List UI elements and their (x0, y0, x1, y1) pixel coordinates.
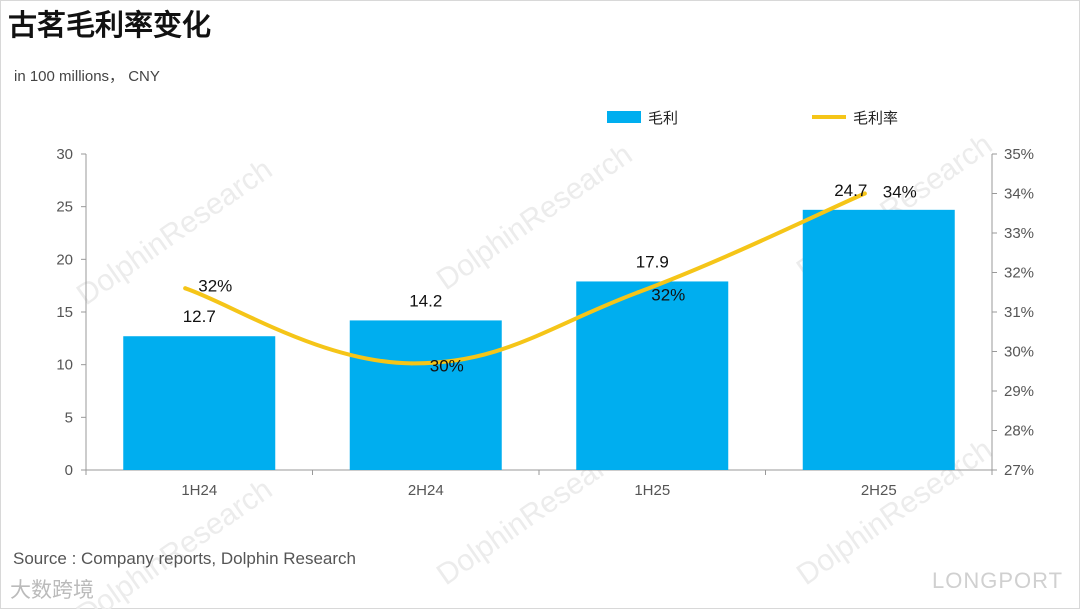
left-tick-label: 25 (56, 199, 73, 216)
x-tick-label: 1H25 (634, 482, 670, 499)
footer-right-brand: LONGPORT (932, 568, 1064, 593)
unit-note: in 100 millions， CNY (14, 68, 160, 85)
bar-value-label: 14.2 (409, 291, 442, 310)
legend-bar-swatch (607, 111, 641, 123)
legend-line-label: 毛利率 (853, 109, 898, 127)
x-tick-label: 1H24 (181, 482, 217, 499)
left-tick-label: 20 (56, 251, 73, 268)
left-tick-label: 30 (56, 146, 73, 163)
watermark-text: DolphinResearch (71, 473, 278, 609)
legend: 毛利 毛利率 (607, 109, 898, 127)
bar (349, 320, 502, 470)
right-tick-label: 27% (1004, 462, 1034, 479)
line-point (636, 290, 641, 295)
left-tick-label: 10 (56, 357, 73, 374)
legend-bar-label: 毛利 (648, 109, 678, 127)
bar-value-label: 17.9 (636, 252, 669, 271)
line-value-label: 30% (430, 356, 464, 375)
gross-margin-line (183, 191, 867, 366)
bar (576, 281, 729, 470)
right-tick-label: 28% (1004, 423, 1034, 440)
data-labels: 12.7 14.2 17.9 24.7 32% 30% 32% 34% (183, 181, 917, 376)
line-point (183, 286, 188, 291)
x-tick-label: 2H24 (408, 482, 444, 499)
right-tick-label: 30% (1004, 344, 1034, 361)
right-tick-label: 33% (1004, 225, 1034, 242)
bar-value-label: 12.7 (183, 307, 216, 326)
source-note: Source : Company reports, Dolphin Resear… (13, 549, 356, 568)
bar-value-label: 24.7 (834, 181, 867, 200)
right-tick-label: 32% (1004, 265, 1034, 282)
right-tick-label: 35% (1004, 146, 1034, 163)
right-tick-label: 31% (1004, 304, 1034, 321)
watermark-text: DolphinResearch (431, 138, 638, 297)
line-series (183, 191, 867, 366)
right-tick-label: 34% (1004, 186, 1034, 203)
left-tick-label: 5 (65, 409, 73, 426)
line-value-label: 34% (883, 183, 917, 202)
line-value-label: 32% (651, 285, 685, 304)
line-point (409, 361, 414, 366)
chart-title: 古茗毛利率变化 (8, 8, 212, 42)
x-tick-label: 2H25 (861, 482, 897, 499)
bar (802, 209, 955, 470)
watermark-text: DolphinResearch (71, 153, 278, 312)
left-tick-label: 0 (65, 462, 73, 479)
footer-left-brand: 大数跨境 (10, 578, 94, 602)
bar (123, 336, 276, 470)
line-point (862, 191, 867, 196)
right-tick-label: 29% (1004, 383, 1034, 400)
left-tick-label: 15 (56, 304, 73, 321)
bar-series (123, 209, 955, 470)
line-value-label: 32% (198, 276, 232, 295)
